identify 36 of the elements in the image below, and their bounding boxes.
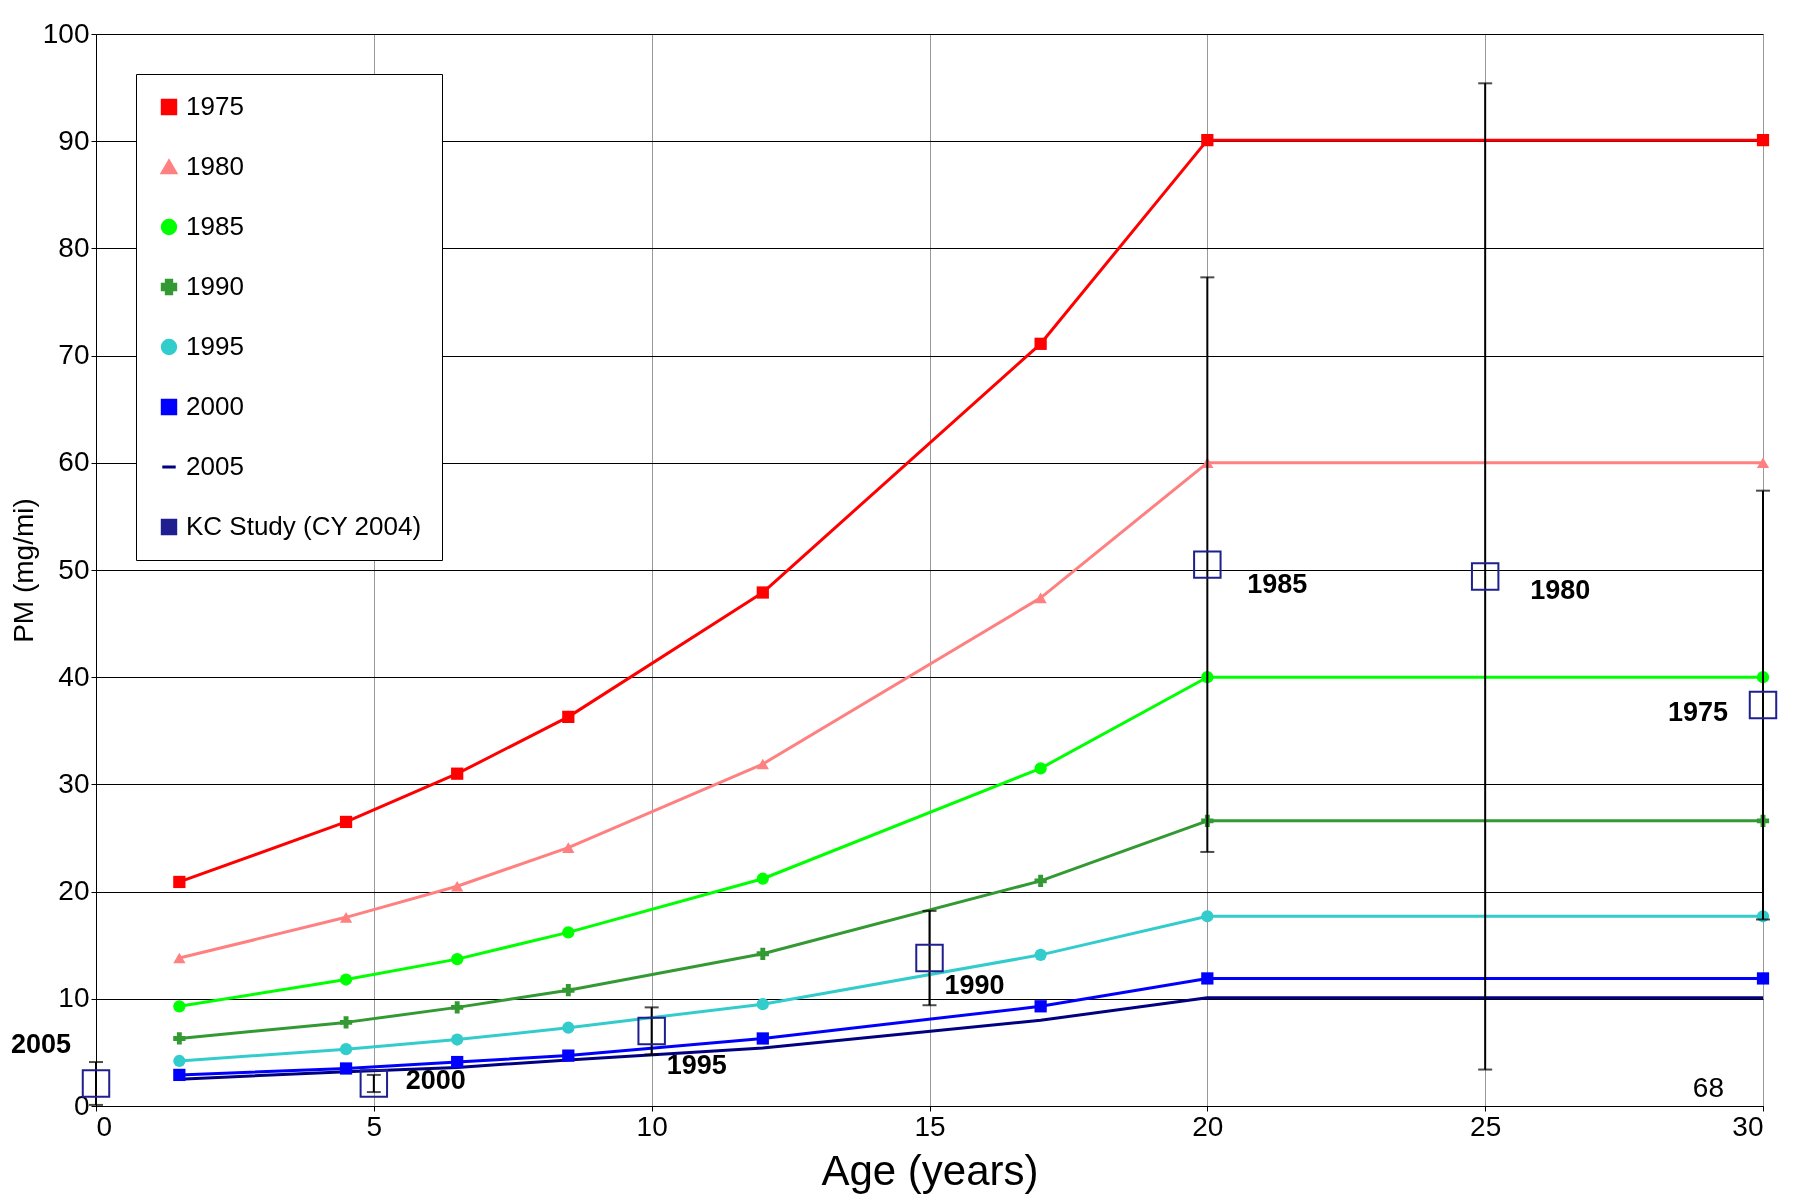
y-tick-label: 10 <box>58 982 90 1014</box>
legend-label: 1995 <box>186 331 244 361</box>
legend-label: 1985 <box>186 211 244 241</box>
y-tick-label: 90 <box>58 124 90 156</box>
legend-label: 2005 <box>186 451 244 481</box>
x-tick-label: 5 <box>366 1110 383 1142</box>
y-tick-label: 0 <box>73 1089 90 1121</box>
x-tick-label: 10 <box>636 1110 668 1142</box>
legend-label: 1980 <box>186 151 244 181</box>
annotation: 1990 <box>944 970 1005 1001</box>
y-tick-label: 100 <box>42 17 90 49</box>
annotation: 1985 <box>1247 568 1308 599</box>
annotation: 68 <box>1692 1072 1724 1103</box>
legend-label: KC Study (CY 2004) <box>186 511 422 541</box>
x-tick-label: 20 <box>1192 1110 1224 1142</box>
annotation: 1995 <box>666 1049 727 1080</box>
y-tick-label: 30 <box>58 767 90 799</box>
annotation: 2000 <box>405 1065 466 1096</box>
y-tick-label: 50 <box>58 553 90 585</box>
annotation: 1975 <box>1667 697 1729 728</box>
y-tick-label: 20 <box>58 875 90 907</box>
x-tick-label: 25 <box>1470 1110 1502 1142</box>
x-tick-label: 30 <box>1732 1110 1764 1142</box>
y-tick-label: 60 <box>58 446 90 478</box>
legend-label: 1975 <box>186 91 244 121</box>
x-tick-label: 0 <box>96 1110 113 1142</box>
annotation: 2005 <box>10 1029 72 1060</box>
x-tick-label: 15 <box>914 1110 946 1142</box>
y-tick-label: 40 <box>58 660 90 692</box>
legend-label: 2000 <box>186 391 244 421</box>
x-axis-title: Age (years) <box>821 1146 1039 1194</box>
y-tick-label: 70 <box>58 339 90 371</box>
annotation: 1980 <box>1530 575 1591 606</box>
legend-label: 1990 <box>186 271 244 301</box>
y-axis-title: PM (mg/mi) <box>7 498 39 643</box>
y-tick-label: 80 <box>58 231 90 263</box>
